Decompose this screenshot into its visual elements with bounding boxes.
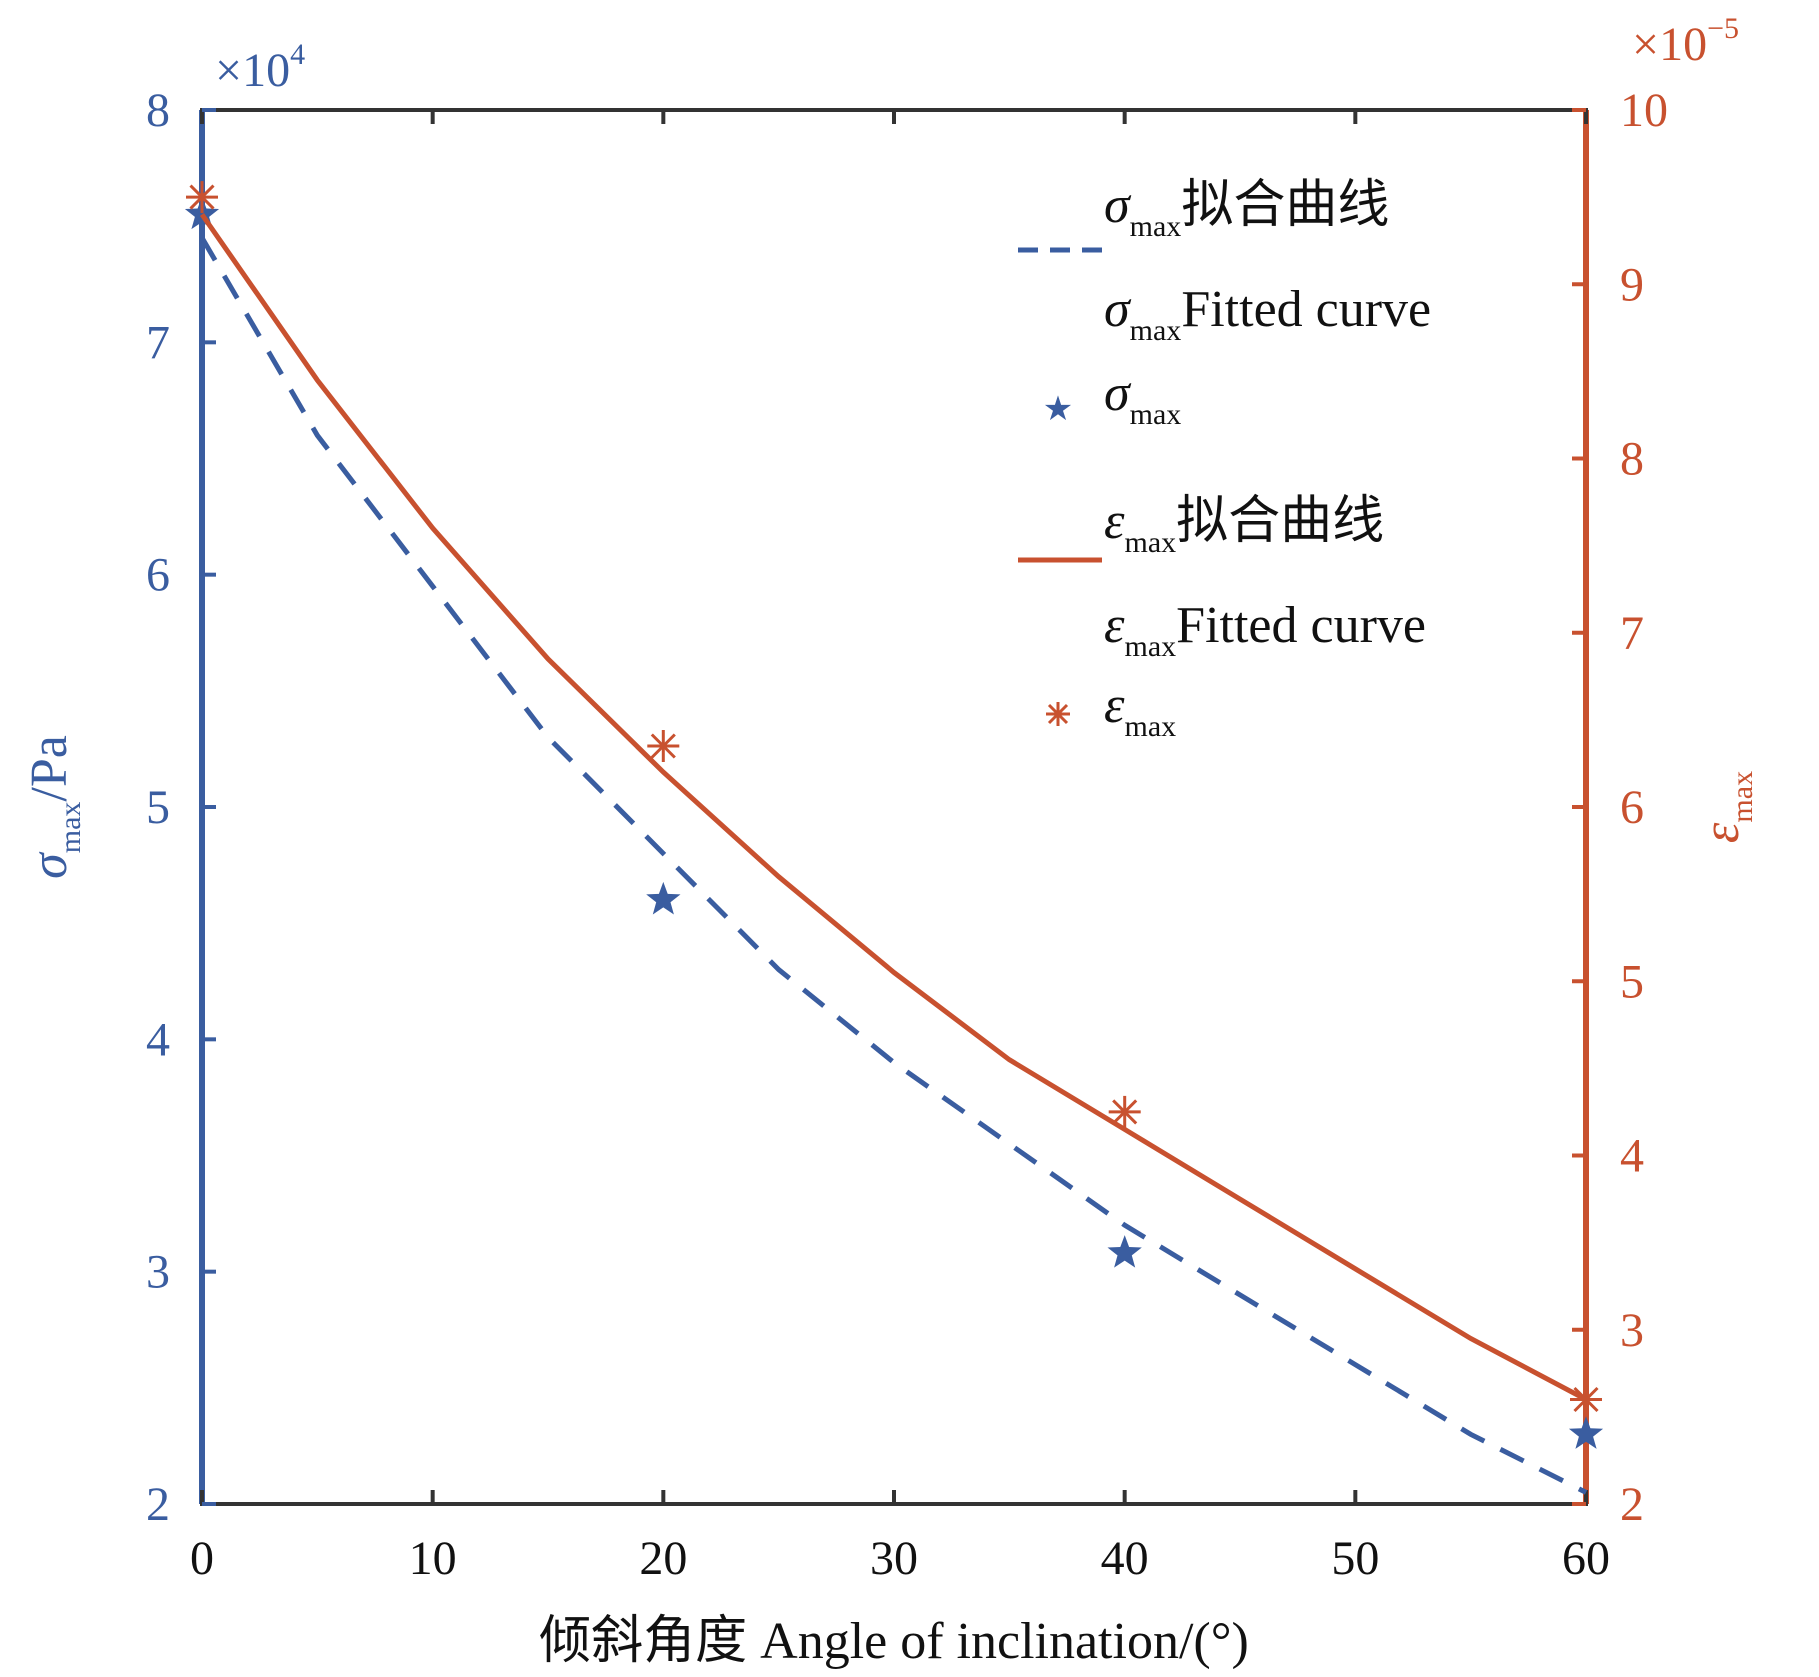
- left-tick-label: 4: [146, 1013, 170, 1066]
- right-tick-label: 9: [1620, 258, 1644, 311]
- epsilon-data-point: [186, 181, 218, 214]
- left-tick-label: 8: [146, 84, 170, 137]
- legend-star-icon: ★: [1043, 389, 1073, 429]
- right-tick-label: 2: [1620, 1478, 1644, 1531]
- sigma-data-point: [646, 881, 681, 915]
- series-line-0: [199, 236, 1588, 1495]
- legend-entry-sigma-points: ★ σmax: [1043, 365, 1182, 431]
- right-tick-label: 10: [1620, 84, 1668, 137]
- svg-text:σmax/Pa: σmax/Pa: [21, 735, 87, 879]
- legend-asterisk-icon: [1046, 702, 1070, 726]
- sigma-data-point: [1568, 1416, 1604, 1449]
- right-tick-label: 8: [1620, 433, 1644, 486]
- x-tick-label: 20: [639, 1532, 687, 1585]
- series-layer: [184, 181, 1604, 1495]
- left-axis-multiplier: ×104: [215, 38, 305, 97]
- legend-box: [1012, 152, 1562, 756]
- epsilon-data-point: [1108, 1095, 1141, 1128]
- x-axis-ticks: 0 10 20 30 40 50 60: [190, 110, 1610, 1585]
- x-tick-label: 60: [1562, 1532, 1610, 1585]
- legend-entry-sigma-fit: σmax拟合曲线 σmaxFitted curve: [1018, 177, 1431, 347]
- x-tick-label: 50: [1331, 1532, 1379, 1585]
- left-tick-label: 2: [146, 1478, 170, 1531]
- right-tick-label: 3: [1620, 1304, 1644, 1357]
- svg-text:σmax: σmax: [1104, 365, 1181, 431]
- left-axis-title: σmax/Pa: [21, 735, 87, 879]
- right-axis-ticks: 2 3 4 5 6 7 8 9 10: [1572, 84, 1668, 1531]
- left-tick-label: 5: [146, 781, 170, 834]
- left-tick-label: 3: [146, 1246, 170, 1299]
- x-tick-label: 0: [190, 1532, 214, 1585]
- svg-text:εmax: εmax: [1104, 677, 1176, 743]
- sigma-data-point: [1107, 1235, 1142, 1268]
- svg-text:εmaxFitted curve: εmaxFitted curve: [1104, 597, 1426, 663]
- legend: σmax拟合曲线 σmaxFitted curve ★ σmax εmax拟合曲…: [1012, 152, 1562, 756]
- left-tick-label: 6: [146, 549, 170, 602]
- legend-entry-epsilon-points: εmax: [1046, 677, 1176, 743]
- svg-text:σmaxFitted curve: σmaxFitted curve: [1104, 281, 1431, 347]
- left-axis-ticks: 2 3 4 5 6 7 8: [146, 84, 216, 1531]
- series-line-2: [199, 213, 1588, 1402]
- x-axis-title: 倾斜角度 Angle of inclination/(°): [539, 1613, 1249, 1670]
- right-tick-label: 5: [1620, 955, 1644, 1008]
- x-tick-label: 40: [1101, 1532, 1149, 1585]
- right-tick-label: 6: [1620, 781, 1644, 834]
- right-axis-title: εmax: [1693, 771, 1759, 843]
- x-tick-label: 10: [409, 1532, 457, 1585]
- legend-entry-epsilon-fit: εmax拟合曲线 εmaxFitted curve: [1018, 493, 1426, 663]
- left-tick-label: 7: [146, 316, 170, 369]
- epsilon-data-point: [647, 730, 680, 762]
- right-tick-label: 4: [1620, 1130, 1644, 1183]
- right-axis-multiplier: ×10−5: [1632, 12, 1739, 71]
- svg-text:εmax拟合曲线: εmax拟合曲线: [1104, 493, 1384, 559]
- right-tick-label: 7: [1620, 607, 1644, 660]
- svg-text:σmax拟合曲线: σmax拟合曲线: [1104, 177, 1389, 243]
- svg-text:εmax: εmax: [1693, 771, 1759, 843]
- epsilon-data-point: [1570, 1383, 1602, 1416]
- x-tick-label: 30: [870, 1532, 918, 1585]
